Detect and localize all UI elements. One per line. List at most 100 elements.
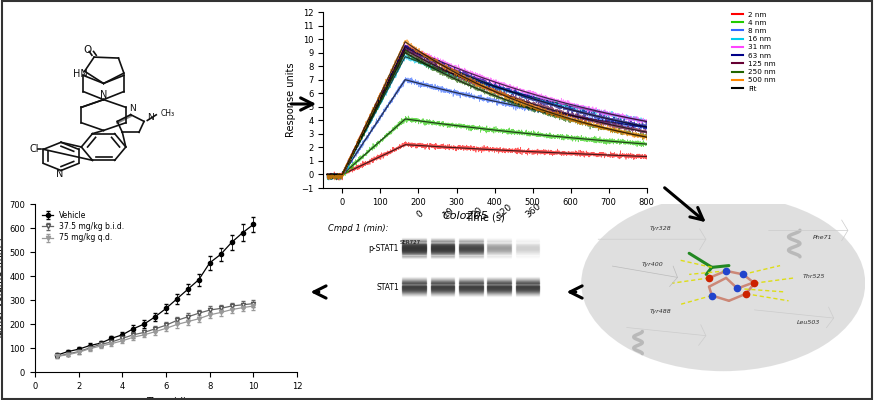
Bar [431, 287, 454, 288]
Bar [402, 293, 426, 294]
Bar [431, 281, 454, 282]
Text: Cl: Cl [29, 144, 38, 154]
Bar [459, 246, 482, 247]
Text: Colo205: Colo205 [442, 211, 488, 221]
Bar [459, 279, 482, 280]
Bar [516, 289, 539, 290]
Bar [431, 293, 454, 294]
Bar [431, 291, 454, 292]
Ellipse shape [581, 195, 865, 371]
Text: p-STAT1: p-STAT1 [369, 244, 399, 253]
Bar [402, 251, 426, 252]
Bar [431, 280, 454, 281]
Bar [459, 292, 482, 293]
Bar [459, 250, 482, 251]
Bar [516, 242, 539, 244]
Bar [488, 253, 511, 254]
Bar [431, 252, 454, 253]
Bar [459, 244, 482, 245]
Bar [402, 277, 426, 278]
Bar [402, 245, 426, 246]
Bar [431, 282, 454, 283]
Bar [488, 291, 511, 292]
Bar [459, 253, 482, 254]
Bar [488, 240, 511, 241]
Bar [459, 286, 482, 287]
Bar [516, 248, 539, 249]
Bar [516, 277, 539, 278]
Bar [431, 257, 454, 258]
Bar [459, 248, 482, 249]
X-axis label: Time (d): Time (d) [146, 396, 186, 400]
Text: 10: 10 [441, 206, 455, 220]
Bar [459, 251, 482, 252]
Bar [459, 287, 482, 288]
Text: O: O [83, 45, 92, 55]
Bar [488, 294, 511, 295]
Legend: 2 nm, 4 nm, 8 nm, 16 nm, 31 nm, 63 nm, 125 nm, 250 nm, 500 nm, Fit: 2 nm, 4 nm, 8 nm, 16 nm, 31 nm, 63 nm, 1… [729, 8, 779, 94]
Bar [431, 294, 454, 295]
Bar [459, 245, 482, 246]
Bar [431, 289, 454, 290]
Bar [431, 245, 454, 246]
Bar [488, 281, 511, 282]
Bar [431, 238, 454, 239]
Bar [516, 292, 539, 293]
Bar [488, 279, 511, 280]
Text: Tyr488: Tyr488 [650, 309, 671, 314]
Bar [431, 244, 454, 245]
Bar [516, 291, 539, 292]
Bar [488, 252, 511, 253]
Bar [488, 293, 511, 294]
Text: 120: 120 [496, 202, 515, 220]
Bar [459, 290, 482, 291]
Bar [488, 249, 511, 250]
Bar [516, 282, 539, 283]
Legend: Vehicle, 37.5 mg/kg b.i.d., 75 mg/kg q.d.: Vehicle, 37.5 mg/kg b.i.d., 75 mg/kg q.d… [38, 208, 128, 246]
Text: SER727: SER727 [400, 240, 421, 245]
Text: Thr525: Thr525 [803, 274, 825, 279]
Bar [402, 291, 426, 292]
Bar [488, 277, 511, 278]
Bar [431, 251, 454, 252]
Bar [516, 246, 539, 247]
Bar [402, 248, 426, 249]
Bar [459, 293, 482, 294]
Bar [459, 284, 482, 286]
Bar [459, 240, 482, 241]
Bar [459, 288, 482, 289]
Bar [431, 253, 454, 254]
Bar [402, 238, 426, 239]
Bar [488, 248, 511, 249]
Bar [516, 250, 539, 251]
Y-axis label: Tumor volume (mm³): Tumor volume (mm³) [0, 236, 3, 340]
Bar [431, 239, 454, 240]
Bar [431, 246, 454, 247]
Bar [402, 253, 426, 254]
Bar [402, 290, 426, 291]
Bar [402, 279, 426, 280]
Bar [516, 244, 539, 245]
Bar [488, 288, 511, 289]
Bar [488, 246, 511, 247]
Bar [516, 254, 539, 256]
Bar [516, 257, 539, 258]
Bar [488, 284, 511, 286]
Bar [516, 281, 539, 282]
Bar [431, 254, 454, 256]
Bar [402, 287, 426, 288]
Bar [402, 292, 426, 293]
Bar [431, 249, 454, 250]
Text: N: N [56, 169, 63, 179]
Bar [488, 278, 511, 279]
Bar [488, 242, 511, 244]
Bar [459, 278, 482, 279]
Text: 360: 360 [524, 202, 543, 220]
Bar [402, 278, 426, 279]
Bar [459, 252, 482, 253]
Bar [488, 238, 511, 239]
Text: Leu503: Leu503 [797, 320, 820, 325]
Bar [459, 281, 482, 282]
Bar [402, 252, 426, 253]
Bar [488, 239, 511, 240]
